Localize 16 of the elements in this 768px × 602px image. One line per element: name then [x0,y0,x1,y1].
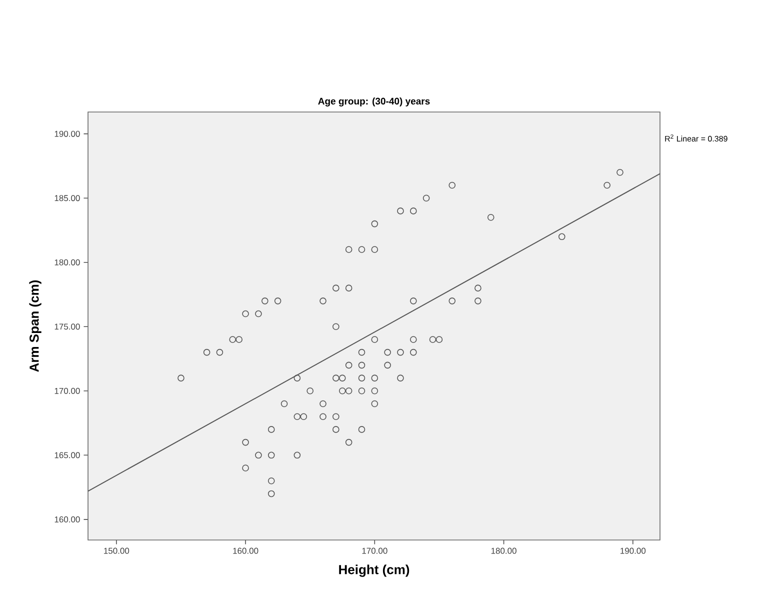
y-axis-title: Arm Span (cm) [29,280,42,372]
x-axis-title: Height (cm) [339,564,410,577]
y-tick-label: 175.00 [54,324,80,330]
y-tick-label: 185.00 [54,195,80,202]
y-tick-label: 170.00 [54,388,80,394]
text: R$^{2}$ Linear = 0.389 [665,134,728,142]
y-tick-label: 180.00 [54,259,80,266]
x-tick-label: 170.00 [362,548,388,554]
x-tick-label: 160.00 [233,548,258,554]
y-tick-label: 190.00 [54,130,80,137]
y-tick-label: 165.00 [54,452,80,458]
x-tick-label: 180.00 [491,548,516,554]
chart-title: Age group: (30-40) years [318,98,430,106]
x-tick-label: 190.00 [620,548,646,554]
y-tick-label: 160.00 [54,516,80,522]
x-tick-label: 150.00 [104,548,130,554]
